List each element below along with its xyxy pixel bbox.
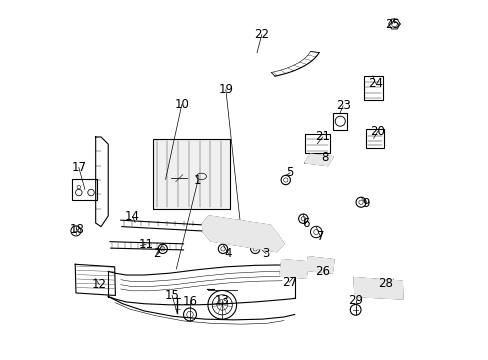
Bar [333, 113, 346, 130]
Polygon shape [202, 216, 284, 252]
Text: 15: 15 [164, 289, 179, 302]
Text: 9: 9 [362, 197, 369, 210]
Text: 18: 18 [69, 223, 84, 236]
Text: 13: 13 [214, 294, 229, 307]
Bar [365, 129, 384, 148]
Bar [153, 139, 230, 209]
Text: 19: 19 [218, 83, 233, 96]
Text: 25: 25 [384, 18, 399, 31]
Bar [72, 179, 97, 200]
Text: 23: 23 [335, 99, 350, 112]
Polygon shape [304, 154, 333, 166]
Text: 22: 22 [254, 28, 269, 41]
Text: 26: 26 [315, 265, 329, 278]
Text: 4: 4 [224, 247, 232, 260]
Text: 24: 24 [367, 77, 382, 90]
Text: 17: 17 [71, 161, 86, 174]
Text: 11: 11 [138, 238, 153, 251]
Polygon shape [279, 260, 308, 278]
Text: 29: 29 [347, 294, 363, 307]
Text: 16: 16 [182, 295, 197, 308]
Text: 28: 28 [377, 278, 392, 291]
Bar [363, 76, 383, 100]
Text: 27: 27 [281, 276, 296, 289]
Bar [304, 134, 329, 153]
Text: 20: 20 [370, 125, 385, 138]
Text: 7: 7 [316, 230, 324, 243]
Text: 6: 6 [301, 217, 308, 230]
Polygon shape [353, 278, 402, 299]
Text: 8: 8 [321, 151, 328, 164]
Text: 5: 5 [286, 166, 293, 179]
Polygon shape [305, 257, 333, 273]
Text: 3: 3 [262, 247, 269, 260]
Text: 21: 21 [315, 130, 329, 144]
Text: 1: 1 [194, 174, 201, 187]
Text: 14: 14 [125, 210, 140, 223]
Text: 10: 10 [174, 98, 189, 111]
Text: 2: 2 [153, 247, 160, 260]
Text: 12: 12 [92, 278, 106, 291]
